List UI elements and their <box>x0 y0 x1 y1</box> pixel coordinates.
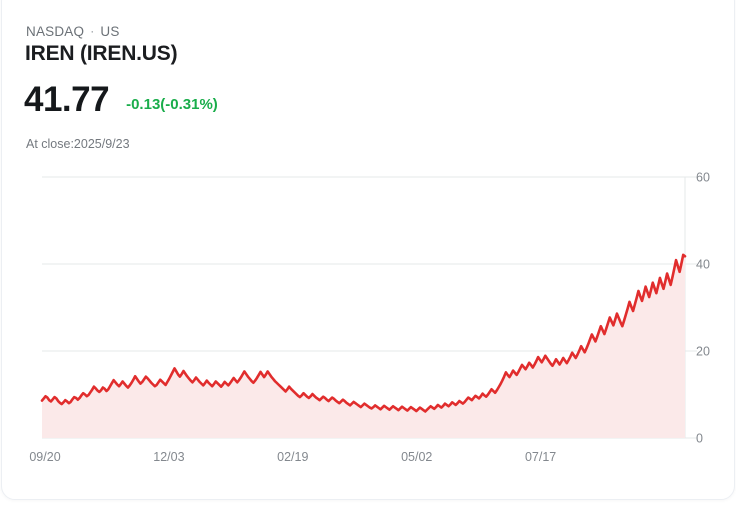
y-tick-label: 0 <box>696 432 703 446</box>
x-tick-label: 12/03 <box>153 450 184 464</box>
price-change: -0.13(-0.31%) <box>126 96 218 113</box>
market-status-note: At close:2025/9/23 <box>26 137 130 151</box>
chart-line <box>40 253 687 413</box>
page-title: IREN (IREN.US) <box>25 42 178 65</box>
exchange-name: NASDAQ <box>26 24 85 39</box>
region-name: US <box>100 24 120 39</box>
chart-y-tick-labels: 0 20 40 60 <box>696 171 710 446</box>
y-tick-label: 40 <box>696 258 710 272</box>
x-tick-label: 09/20 <box>29 450 60 464</box>
x-tick-label: 02/19 <box>277 450 308 464</box>
price-row: 41.77 -0.13(-0.31%) <box>24 82 218 117</box>
y-tick-label: 60 <box>696 171 710 185</box>
chart-area-fill <box>42 254 685 438</box>
current-price: 41.77 <box>24 80 110 119</box>
bullet-separator-icon: · <box>90 24 95 38</box>
quote-card-inner: NASDAQ · US IREN (IREN.US) 41.77 -0.13(-0.… <box>2 1 736 497</box>
exchange-region-row: NASDAQ · US <box>26 24 120 39</box>
x-tick-label: 07/17 <box>525 450 556 464</box>
price-chart-svg[interactable]: 0 20 40 60 09/20 12/03 02/19 05/02 07/17 <box>2 161 736 481</box>
x-tick-label: 05/02 <box>401 450 432 464</box>
price-chart[interactable]: 0 20 40 60 09/20 12/03 02/19 05/02 07/17 <box>2 161 736 481</box>
y-tick-label: 20 <box>696 345 710 359</box>
chart-x-tick-labels: 09/20 12/03 02/19 05/02 07/17 <box>29 450 556 464</box>
